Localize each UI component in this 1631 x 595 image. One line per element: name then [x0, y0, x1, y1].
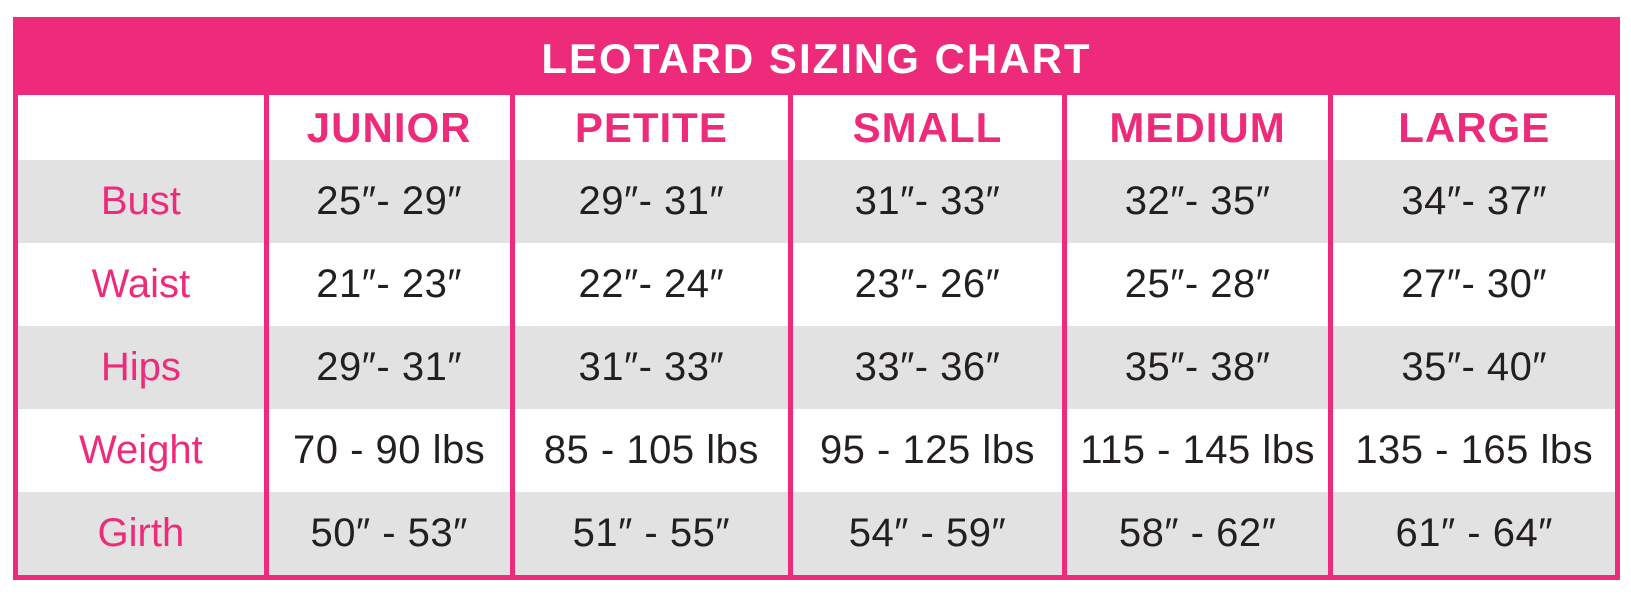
cell-waist-medium: 25″- 28″	[1061, 243, 1329, 326]
row-label-bust: Bust	[18, 160, 264, 243]
cell-girth-large: 61″ - 64″	[1328, 492, 1615, 575]
cell-hips-petite: 31″- 33″	[509, 326, 789, 409]
column-header-petite: PETITE	[509, 95, 789, 160]
cell-weight-small: 95 - 125 lbs	[788, 409, 1062, 492]
cell-weight-large: 135 - 165 lbs	[1328, 409, 1615, 492]
row-label-girth: Girth	[18, 492, 264, 575]
leotard-sizing-chart: LEOTARD SIZING CHART JUNIOR PETITE SMALL…	[13, 17, 1620, 580]
cell-bust-petite: 29″- 31″	[509, 160, 789, 243]
cell-girth-small: 54″ - 59″	[788, 492, 1062, 575]
cell-girth-medium: 58″ - 62″	[1061, 492, 1329, 575]
sizing-table: JUNIOR PETITE SMALL MEDIUM LARGE Bust 25…	[18, 95, 1615, 575]
chart-title: LEOTARD SIZING CHART	[541, 34, 1092, 82]
cell-weight-junior: 70 - 90 lbs	[263, 409, 510, 492]
column-header-medium: MEDIUM	[1061, 95, 1329, 160]
cell-waist-petite: 22″- 24″	[509, 243, 789, 326]
cell-bust-small: 31″- 33″	[788, 160, 1062, 243]
cell-bust-large: 34″- 37″	[1328, 160, 1615, 243]
corner-cell	[18, 95, 264, 160]
row-label-weight: Weight	[18, 409, 264, 492]
cell-hips-medium: 35″- 38″	[1061, 326, 1329, 409]
cell-waist-large: 27″- 30″	[1328, 243, 1615, 326]
column-header-junior: JUNIOR	[263, 95, 510, 160]
row-label-hips: Hips	[18, 326, 264, 409]
cell-weight-petite: 85 - 105 lbs	[509, 409, 789, 492]
cell-hips-junior: 29″- 31″	[263, 326, 510, 409]
cell-hips-small: 33″- 36″	[788, 326, 1062, 409]
cell-girth-petite: 51″ - 55″	[509, 492, 789, 575]
cell-bust-medium: 32″- 35″	[1061, 160, 1329, 243]
cell-bust-junior: 25″- 29″	[263, 160, 510, 243]
cell-weight-medium: 115 - 145 lbs	[1061, 409, 1329, 492]
cell-hips-large: 35″- 40″	[1328, 326, 1615, 409]
cell-girth-junior: 50″ - 53″	[263, 492, 510, 575]
cell-waist-small: 23″- 26″	[788, 243, 1062, 326]
chart-title-bar: LEOTARD SIZING CHART	[18, 22, 1615, 95]
column-header-small: SMALL	[788, 95, 1062, 160]
row-label-waist: Waist	[18, 243, 264, 326]
column-header-large: LARGE	[1328, 95, 1615, 160]
cell-waist-junior: 21″- 23″	[263, 243, 510, 326]
